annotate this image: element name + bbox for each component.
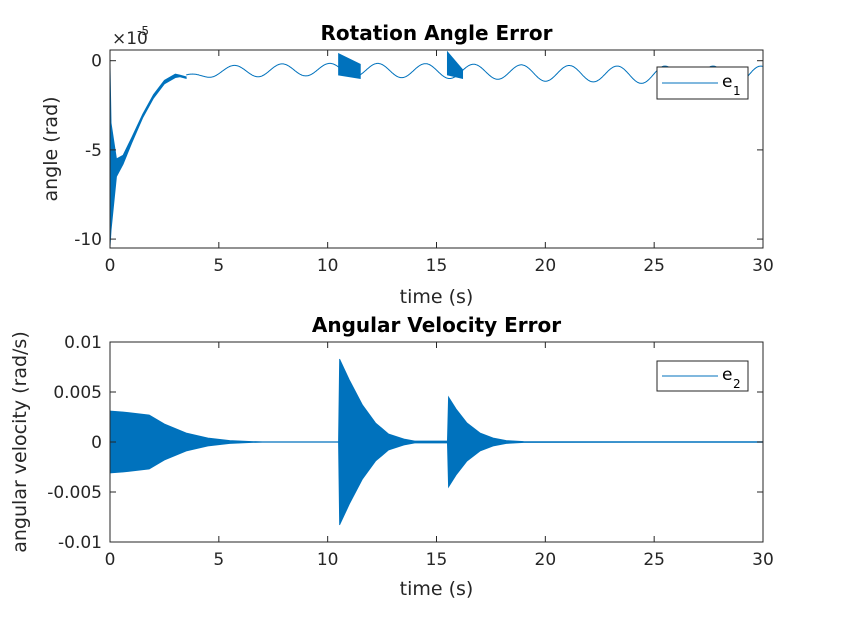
x-tick-label: 30	[752, 550, 774, 570]
legend-label-e1: e	[722, 72, 732, 92]
axis-ticks: 0 5 10 15 20 25 30 0.01 0.005 0 -0.005 -0.01	[47, 333, 774, 570]
y-tick-label: 0.005	[53, 383, 102, 403]
y-tick-label: 0	[91, 433, 102, 453]
x-axis-label: time (s)	[400, 578, 474, 600]
x-tick-label: 25	[643, 550, 665, 570]
exponent-base: ×10	[112, 29, 148, 49]
x-axis-label: time (s)	[400, 286, 474, 308]
y-tick-label: 0.01	[64, 333, 102, 353]
x-tick-label: 15	[426, 550, 448, 570]
y-tick-label: -5	[85, 141, 102, 161]
y-tick-label: 0	[91, 52, 102, 72]
y-tick-label: -10	[74, 230, 102, 250]
legend-label-e2-sub: 2	[733, 377, 741, 391]
series-burst	[338, 52, 361, 80]
y-tick-label: -0.01	[58, 533, 102, 553]
legend: e 2	[656, 360, 749, 392]
x-tick-label: 5	[213, 550, 224, 570]
rotation-angle-error-panel: Rotation Angle Error ×10 -5 0 5 10 15 20 25 30…	[40, 21, 774, 308]
x-tick-label: 0	[105, 550, 116, 570]
legend-label-e2: e	[722, 365, 732, 385]
x-tick-label: 10	[317, 256, 339, 276]
y-axis-label: angular velocity (rad/s)	[9, 331, 31, 553]
series-line	[186, 62, 764, 85]
series-burst	[446, 50, 464, 80]
legend: e 1	[656, 66, 749, 100]
chart-title: Rotation Angle Error	[321, 21, 553, 45]
axis-ticks: 0 5 10 15 20 25 30 0 -5 -10	[74, 50, 774, 276]
exponent-power: -5	[137, 24, 149, 38]
y-tick-label: -0.005	[47, 483, 102, 503]
x-tick-label: 0	[105, 256, 116, 276]
y-axis-label: angle (rad)	[40, 96, 62, 201]
x-tick-label: 20	[535, 550, 557, 570]
x-tick-label: 15	[426, 256, 448, 276]
legend-label-e1-sub: 1	[733, 84, 741, 98]
x-tick-label: 25	[643, 256, 665, 276]
series-envelope	[109, 60, 187, 249]
angular-velocity-error-panel: Angular Velocity Error 0 5 10 15 20 25 300.010…	[9, 313, 774, 600]
x-tick-label: 10	[317, 550, 339, 570]
x-tick-label: 5	[213, 256, 224, 276]
x-tick-label: 20	[535, 256, 557, 276]
y-exponent-label: ×10 -5	[112, 24, 149, 49]
chart-title: Angular Velocity Error	[312, 313, 561, 337]
series-e1-layer	[109, 50, 764, 249]
x-tick-label: 30	[752, 256, 774, 276]
